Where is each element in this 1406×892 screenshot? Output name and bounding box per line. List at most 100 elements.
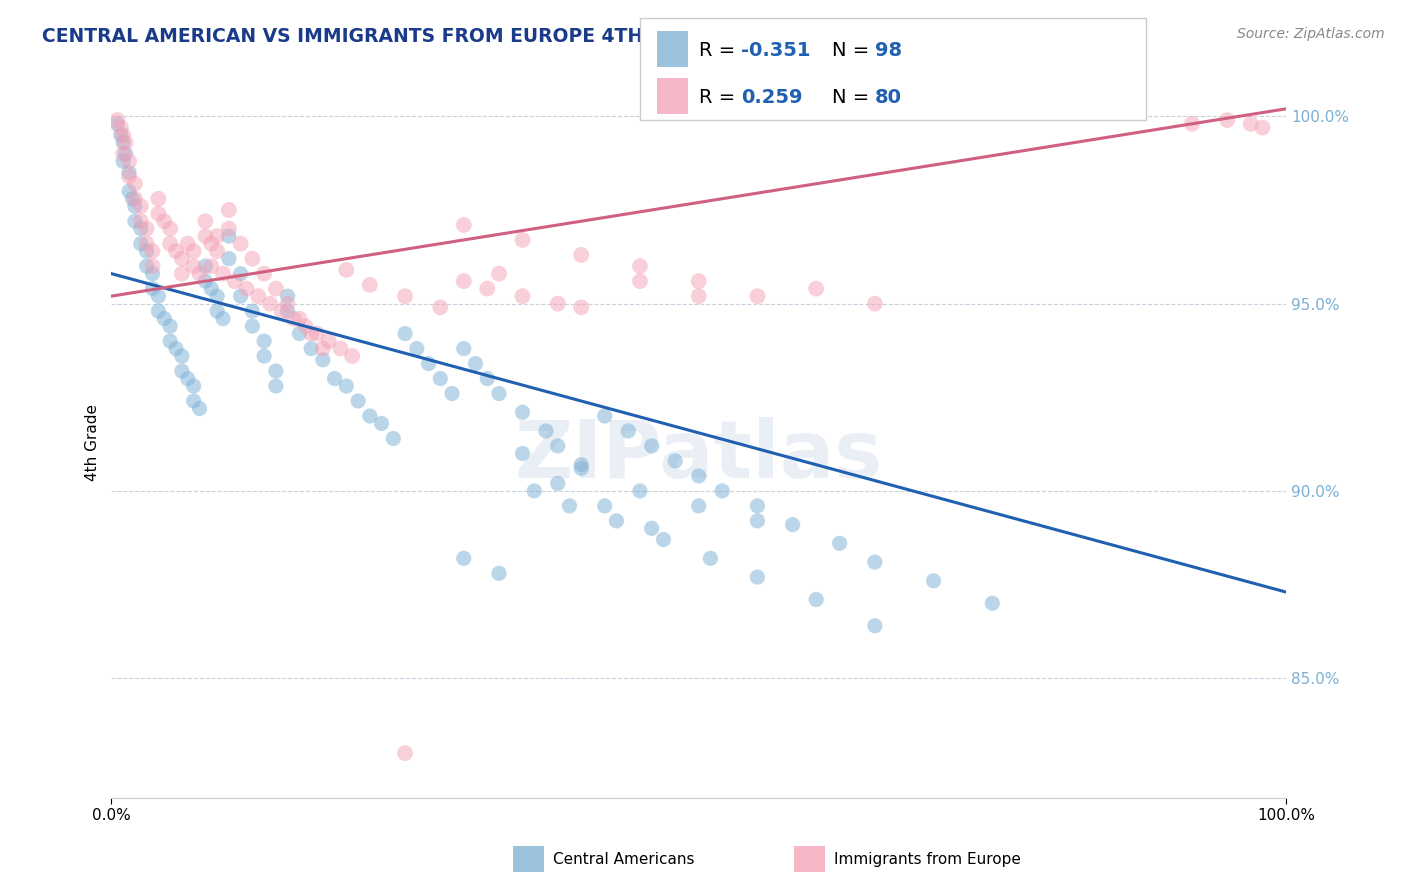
Point [200,259,222,273]
Point [534,424,557,438]
Point [981,596,1004,610]
Point [118,154,141,169]
Point [247,289,270,303]
Text: R =: R = [699,88,748,107]
Point [382,432,405,446]
Point [170,267,193,281]
Point [177,371,200,385]
Point [112,154,135,169]
Point [405,342,427,356]
Point [224,274,246,288]
Point [628,259,651,273]
Point [205,289,228,303]
Point [688,499,710,513]
Point [1240,117,1263,131]
Point [194,259,217,273]
Point [205,229,228,244]
Point [194,274,217,288]
Point [229,267,252,281]
Text: Source: ZipAtlas.com: Source: ZipAtlas.com [1237,27,1385,41]
Point [124,177,146,191]
Point [200,236,222,251]
Point [464,357,486,371]
Point [183,244,205,259]
Point [312,352,335,367]
Point [711,483,734,498]
Point [1216,113,1239,128]
Point [148,192,170,206]
Point [124,192,146,206]
Point [664,454,686,468]
Point [804,282,827,296]
Point [105,113,128,128]
Point [477,371,499,385]
Point [148,207,170,221]
Point [188,401,211,416]
Point [394,746,416,760]
Point [159,221,181,235]
Point [277,304,299,318]
Text: ZIPatlas: ZIPatlas [515,417,883,495]
Point [453,551,475,566]
Point [340,349,363,363]
Point [294,319,316,334]
Text: Immigrants from Europe: Immigrants from Europe [834,853,1021,867]
Point [605,514,627,528]
Point [1181,117,1204,131]
Point [153,311,176,326]
Point [177,236,200,251]
Point [121,192,143,206]
Point [688,274,710,288]
Text: Central Americans: Central Americans [553,853,695,867]
Point [188,267,211,281]
Point [688,289,710,303]
Point [329,342,352,356]
Point [118,184,141,198]
Point [118,169,141,184]
Point [118,165,141,179]
Point [240,319,263,334]
Text: CENTRAL AMERICAN VS IMMIGRANTS FROM EUROPE 4TH GRADE CORRELATION CHART: CENTRAL AMERICAN VS IMMIGRANTS FROM EURO… [42,27,953,45]
Text: N =: N = [832,41,876,60]
Point [229,236,252,251]
Point [129,199,152,213]
Point [688,469,710,483]
Point [593,409,616,423]
Point [200,282,222,296]
Point [335,263,357,277]
Point [641,439,664,453]
Point [569,248,592,262]
Point [240,252,263,266]
Point [288,311,311,326]
Point [453,274,475,288]
Point [569,461,592,475]
Point [129,221,152,235]
Text: -0.351: -0.351 [741,41,810,60]
Point [165,342,187,356]
Point [299,326,322,341]
Point [359,409,381,423]
Point [305,326,328,341]
Point [453,218,475,232]
Text: N =: N = [832,88,876,107]
Point [523,483,546,498]
Point [270,304,292,318]
Point [277,296,299,310]
Point [124,214,146,228]
Point [253,267,276,281]
Point [264,379,287,393]
Point [205,244,228,259]
Point [569,301,592,315]
Point [299,342,322,356]
Point [347,394,370,409]
Point [112,136,135,150]
Point [259,296,281,310]
Point [141,282,163,296]
Point [218,252,240,266]
Point [747,514,769,528]
Point [135,236,157,251]
Point [318,334,340,348]
Point [183,394,205,409]
Point [129,214,152,228]
Point [264,364,287,378]
